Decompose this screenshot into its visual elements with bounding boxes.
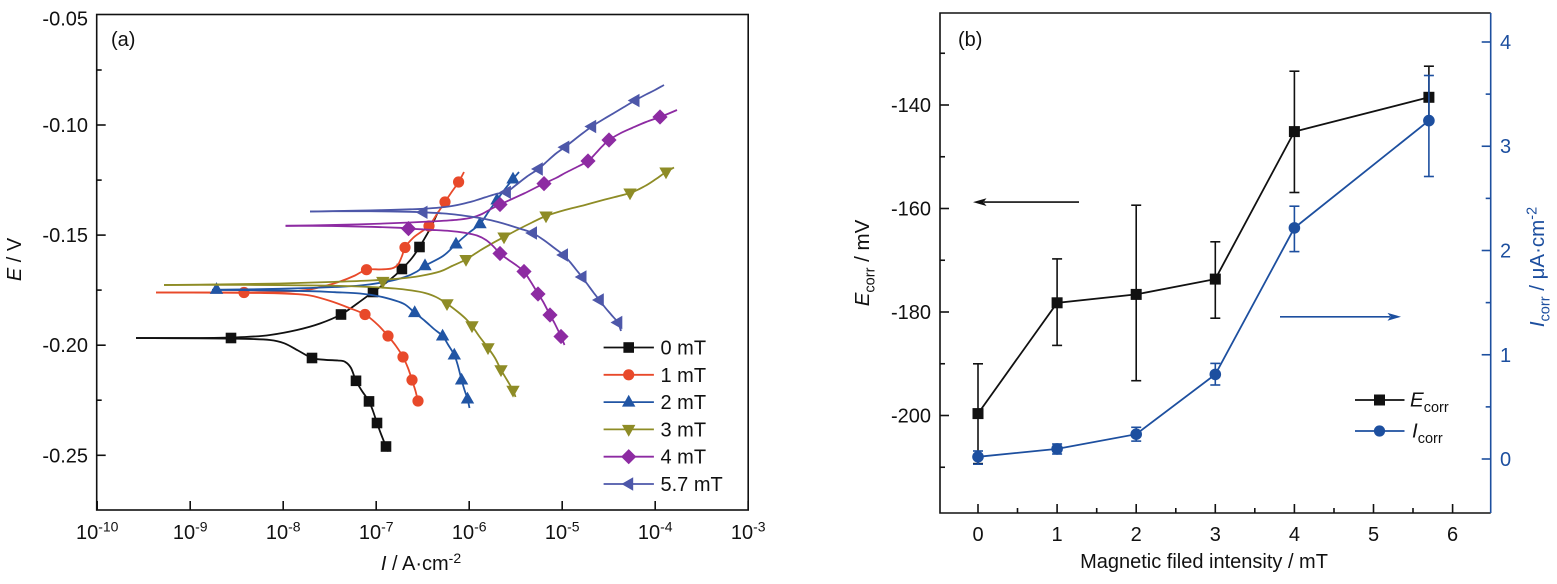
svg-text:-0.15: -0.15 [42,225,88,247]
svg-text:5.7 mT: 5.7 mT [661,474,723,496]
svg-text:6: 6 [1447,524,1458,546]
svg-text:4: 4 [1289,524,1300,546]
svg-text:-180: -180 [891,302,931,324]
svg-text:10-3: 10-3 [731,519,766,545]
svg-text:2: 2 [1131,524,1142,546]
svg-text:0 mT: 0 mT [661,338,707,360]
svg-text:3 mT: 3 mT [661,419,707,441]
svg-text:Icorr: Icorr [1412,420,1443,448]
svg-text:-0.20: -0.20 [42,335,88,357]
svg-text:-140: -140 [891,95,931,117]
svg-text:-0.05: -0.05 [42,8,88,30]
svg-text:4 mT: 4 mT [661,447,707,469]
svg-text:1 mT: 1 mT [661,365,707,387]
svg-text:-0.10: -0.10 [42,115,88,137]
svg-text:3: 3 [1210,524,1221,546]
svg-text:Magnetic filed intensity / mT: Magnetic filed intensity / mT [1080,551,1328,573]
svg-text:Icorr / μA·cm-2: Icorr / μA·cm-2 [1525,207,1554,327]
svg-text:5: 5 [1368,524,1379,546]
svg-text:-160: -160 [891,199,931,221]
svg-text:Ecorr: Ecorr [1410,389,1449,417]
svg-text:2: 2 [1500,241,1511,263]
svg-text:1: 1 [1500,345,1511,367]
svg-text:0: 0 [1500,449,1511,471]
svg-text:4: 4 [1500,32,1511,54]
svg-text:-200: -200 [891,406,931,428]
svg-text:2 mT: 2 mT [661,392,707,414]
svg-text:E / V: E / V [4,237,26,281]
svg-text:1: 1 [1052,524,1063,546]
svg-text:3: 3 [1500,136,1511,158]
svg-text:Ecorr / mV: Ecorr / mV [851,219,879,306]
svg-text:(b): (b) [958,29,982,51]
svg-text:I / A·cm-2: I / A·cm-2 [381,550,461,575]
svg-text:0: 0 [972,524,983,546]
svg-text:(a): (a) [111,29,135,51]
svg-text:-0.25: -0.25 [42,445,88,467]
